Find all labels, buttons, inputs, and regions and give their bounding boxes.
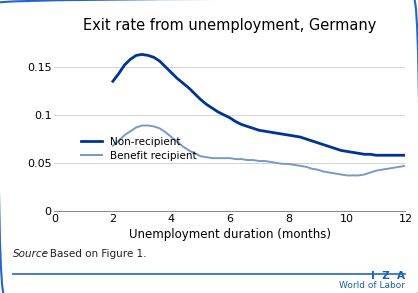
Text: Source: Source (13, 249, 48, 259)
Legend: Non-recipient, Benefit recipient: Non-recipient, Benefit recipient (77, 133, 201, 165)
Title: Exit rate from unemployment, Germany: Exit rate from unemployment, Germany (83, 18, 377, 33)
X-axis label: Unemployment duration (months): Unemployment duration (months) (129, 228, 331, 241)
Text: World of Labor: World of Labor (339, 281, 405, 290)
Text: : Based on Figure 1.: : Based on Figure 1. (43, 249, 147, 259)
Text: I  Z  A: I Z A (372, 271, 405, 281)
